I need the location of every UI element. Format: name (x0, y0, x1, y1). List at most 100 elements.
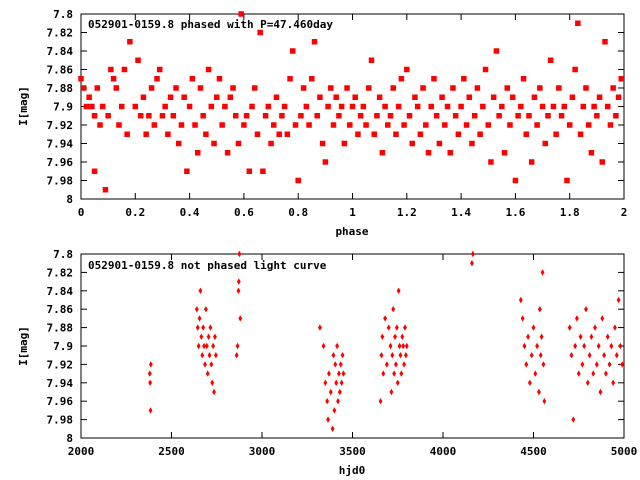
phased-data-point (279, 113, 285, 119)
unphased-xtick-label: 4000 (430, 445, 457, 458)
unphased-data-point (339, 379, 344, 386)
phased-data-point (268, 140, 274, 147)
phased-data-point (284, 131, 291, 137)
unphased-plot-points (147, 250, 625, 432)
unphased-data-point (236, 278, 241, 285)
unphased-ytick-label: 7.98 (47, 414, 74, 427)
unphased-data-point (386, 324, 391, 331)
phased-data-point (387, 113, 394, 119)
phased-data-point (197, 85, 204, 91)
phased-data-point (140, 94, 147, 100)
phased-plot-ylabel: I[mag] (17, 86, 30, 126)
unphased-ytick-label: 7.84 (47, 285, 74, 298)
phased-ytick-label: 7.94 (47, 138, 74, 151)
unphased-data-point (148, 361, 153, 368)
unphased-data-point (600, 315, 605, 322)
unphased-data-point (380, 333, 385, 340)
unphased-data-point (576, 370, 581, 377)
phased-ytick-label: 7.86 (47, 64, 74, 77)
unphased-data-point (334, 379, 339, 386)
phased-data-point (368, 57, 375, 63)
unphased-data-point (211, 342, 216, 350)
unphased-plot-title: 052901-0159.8 not phased light curve (88, 259, 327, 272)
phased-data-point (414, 103, 421, 110)
unphased-data-point (537, 306, 542, 313)
phased-data-point (433, 113, 440, 119)
phased-data-point (200, 113, 206, 119)
unphased-ytick-label: 7.86 (47, 303, 74, 316)
unphased-data-point (196, 342, 201, 350)
phased-data-point (499, 103, 505, 110)
phased-data-point (224, 150, 231, 156)
unphased-plot-xlabel: hjd0 (339, 464, 366, 477)
unphased-data-point (527, 379, 532, 386)
phased-xtick-label: 0.6 (234, 206, 254, 219)
phased-data-point (336, 113, 342, 119)
unphased-data-point (403, 352, 408, 359)
phased-data-point (526, 113, 532, 119)
phased-data-point (262, 113, 269, 119)
phased-data-point (561, 103, 568, 110)
phased-data-point (151, 122, 158, 128)
phased-data-point (186, 103, 193, 110)
unphased-data-point (589, 333, 594, 340)
phased-data-point (406, 113, 413, 119)
unphased-data-point (537, 388, 541, 396)
unphased-ytick-label: 7.92 (47, 358, 74, 371)
phased-data-point (436, 140, 443, 147)
phased-data-point (347, 122, 353, 128)
unphased-data-point (388, 342, 393, 350)
unphased-data-point (593, 324, 597, 331)
unphased-data-point (201, 324, 206, 331)
unphased-xtick-label: 3000 (249, 445, 276, 458)
phased-data-point (80, 85, 87, 91)
phased-data-point (537, 85, 543, 91)
phased-data-point (515, 113, 521, 119)
unphased-data-point (397, 342, 402, 350)
phased-data-point (113, 85, 120, 91)
unphased-data-point (567, 324, 572, 331)
unphased-data-point (147, 370, 152, 377)
phased-data-point (531, 94, 538, 100)
unphased-data-point (541, 361, 546, 368)
phased-data-point (254, 131, 261, 137)
phased-ytick-label: 7.9 (53, 101, 73, 114)
unphased-data-point (614, 352, 619, 359)
unphased-data-point (582, 342, 587, 350)
phased-data-point (355, 131, 361, 137)
unphased-data-point (535, 342, 540, 350)
phased-plot-ticks: 0 0.2 0.4 0.6 0.8 1 1.2 1.4 1.6 1.8 2 7.8 7.82 7.84 7.… (47, 8, 628, 219)
phased-data-point (317, 94, 323, 100)
unphased-data-point (403, 324, 407, 331)
phased-data-point (311, 39, 318, 45)
phased-data-point (194, 150, 201, 156)
phased-data-point (488, 159, 494, 165)
phased-data-point (162, 103, 168, 110)
phased-data-point (344, 85, 350, 91)
unphased-data-point (573, 342, 578, 350)
phased-data-point (374, 113, 380, 119)
unphased-data-point (325, 398, 330, 405)
phased-ytick-label: 7.8 (53, 8, 73, 21)
unphased-data-point (208, 324, 213, 331)
phased-data-point (222, 103, 228, 110)
phased-xtick-label: 2 (621, 206, 628, 219)
unphased-ytick-label: 7.8 (53, 248, 73, 261)
phased-data-point (390, 85, 396, 91)
unphased-data-point (518, 296, 523, 304)
phased-data-point (94, 85, 101, 91)
unphased-data-point (569, 352, 574, 359)
unphased-data-point (321, 342, 326, 350)
unphased-data-point (381, 370, 386, 377)
phased-data-point (257, 29, 263, 36)
unphased-data-point (470, 260, 474, 267)
unphased-data-point (526, 333, 530, 340)
unphased-data-point (393, 333, 397, 340)
phased-data-point (295, 177, 301, 184)
phased-data-point (615, 94, 622, 100)
unphased-data-point (335, 342, 340, 350)
phased-data-point (409, 140, 415, 147)
phased-data-point (298, 113, 304, 119)
phased-data-point (91, 168, 98, 174)
phased-data-point (300, 85, 307, 91)
